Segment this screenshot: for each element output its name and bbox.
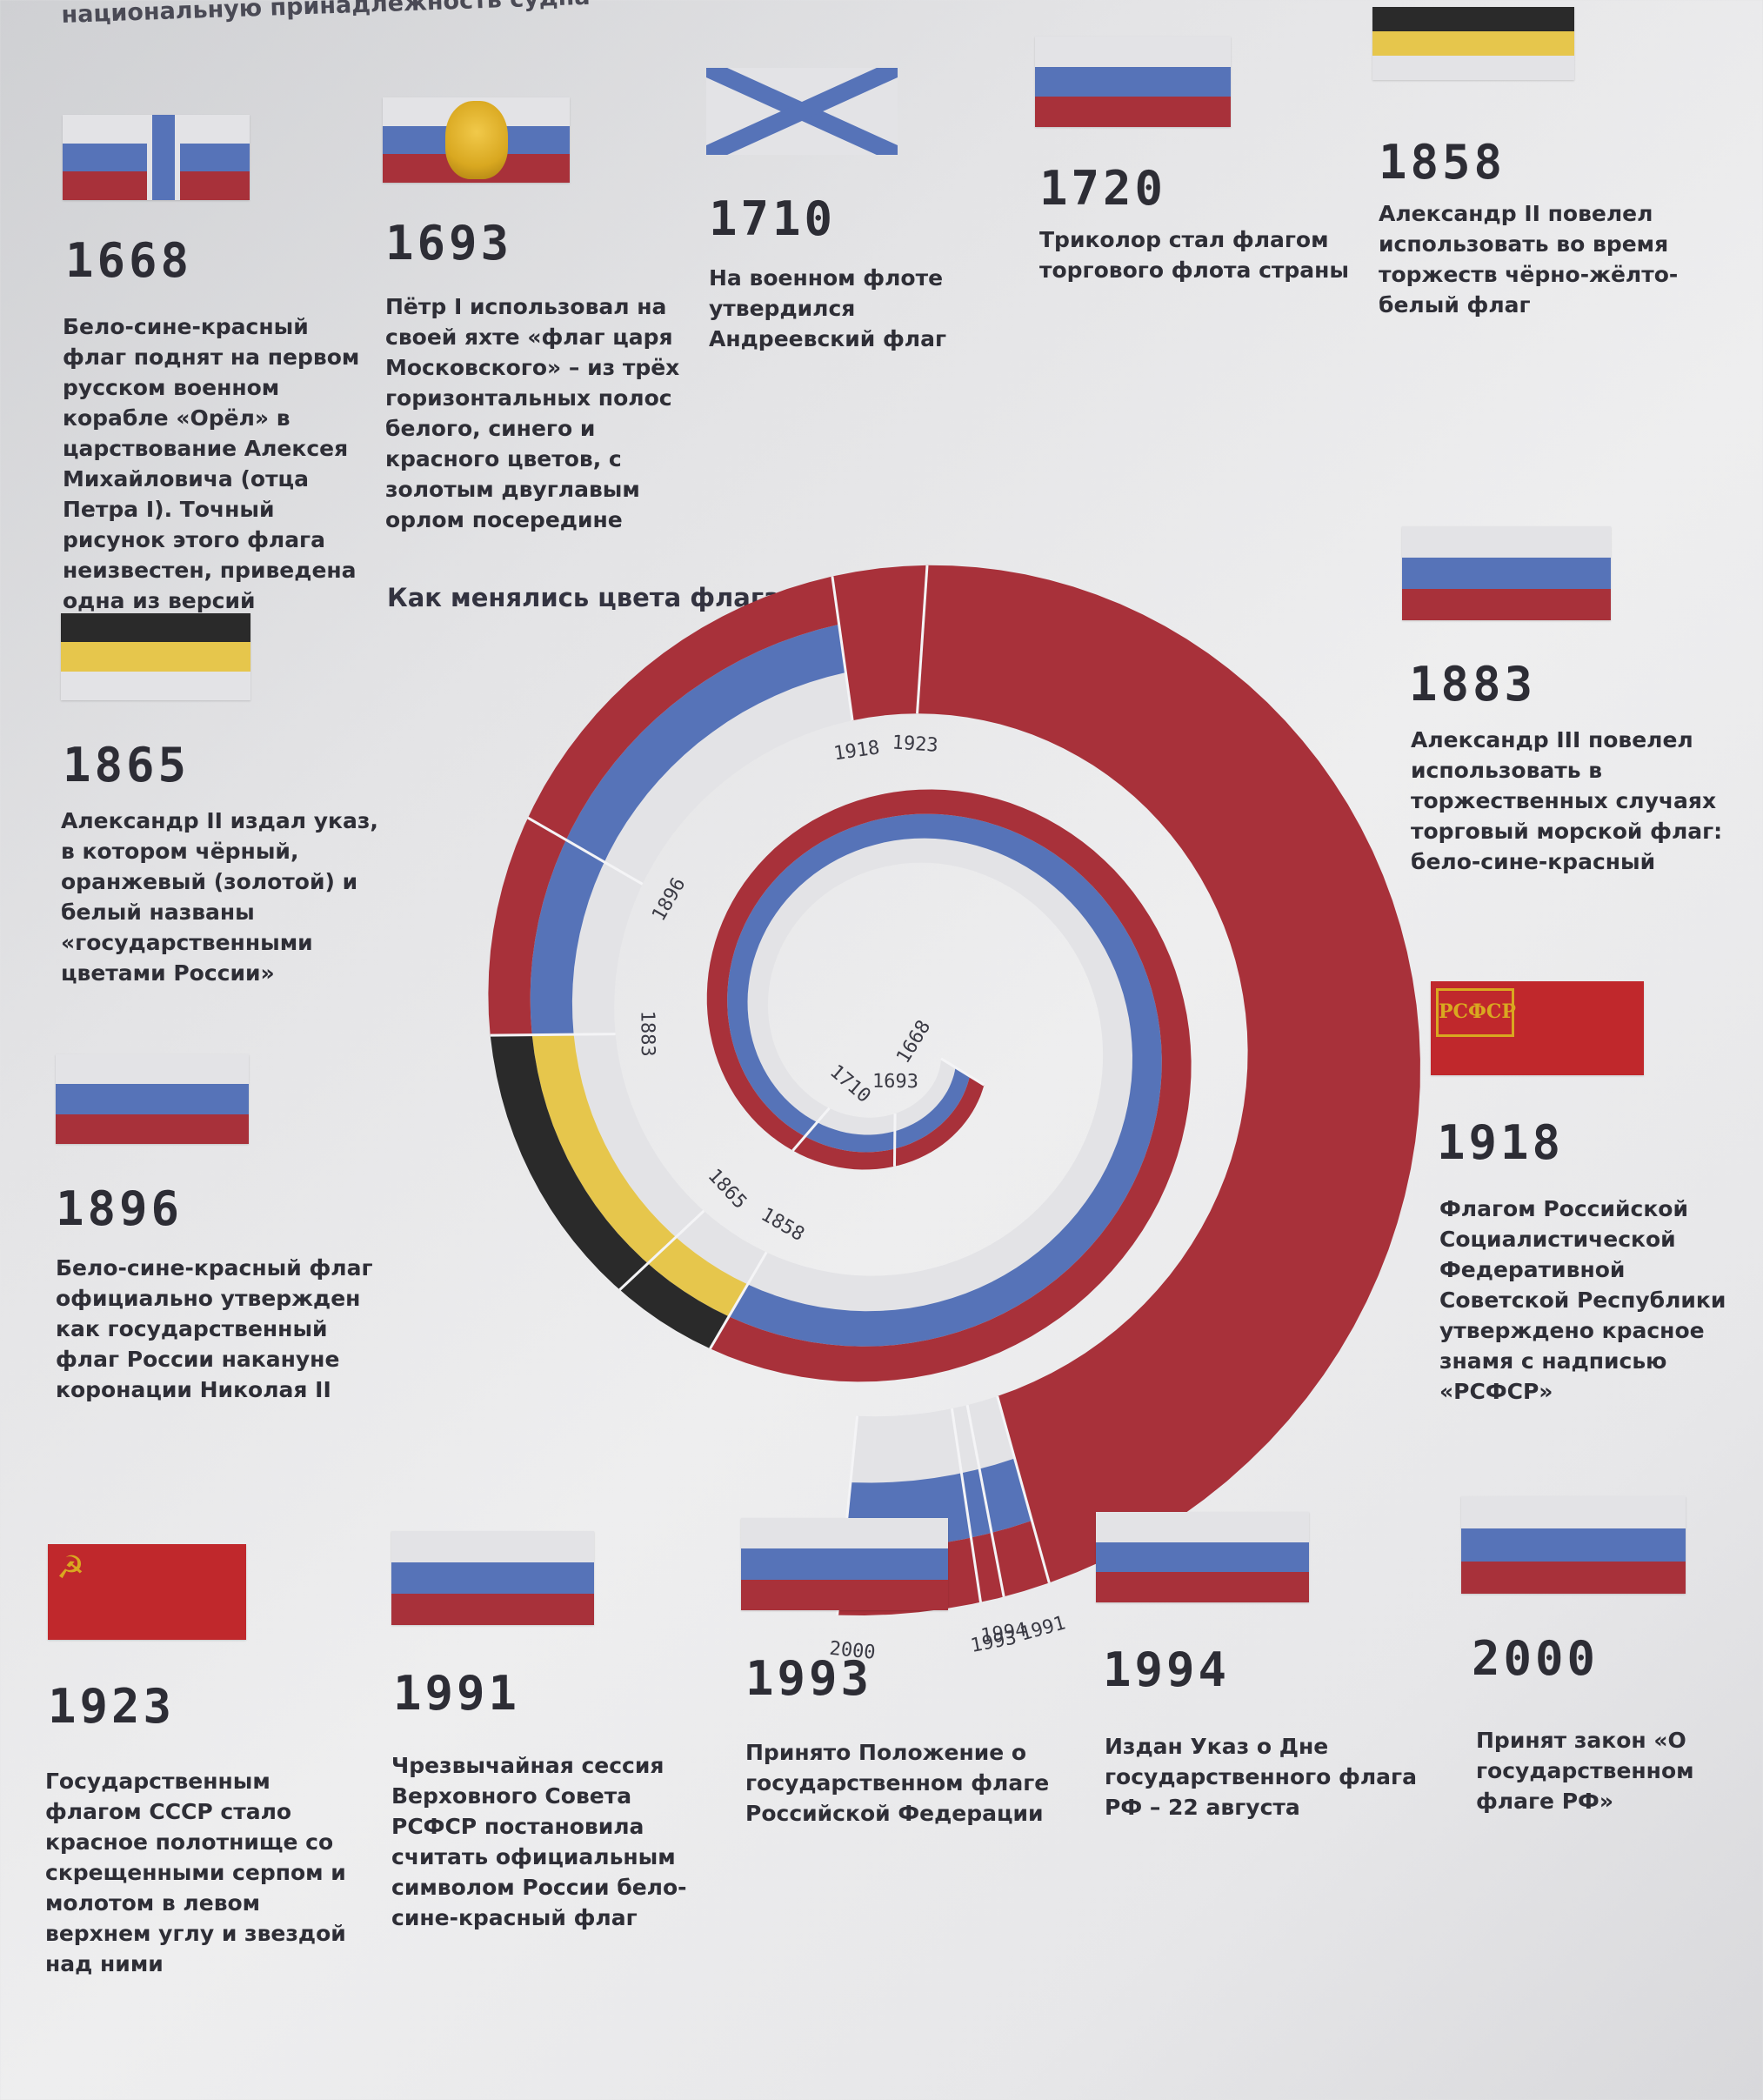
spiral-tick-label-1865: 1865 (704, 1165, 751, 1214)
entry-description: Пётр I использовал на своей яхте «флаг ц… (385, 294, 680, 532)
spiral-tick-label-1923: 1923 (892, 732, 939, 756)
spiral-band-1668-white (747, 838, 1132, 1312)
spiral-band-1883-red (488, 576, 839, 1036)
entry-description: Александр II повелел использовать во вре… (1379, 201, 1679, 318)
entry-description: Принят закон «О государственном флаге РФ… (1476, 1728, 1694, 1814)
flag-1668 (63, 115, 250, 200)
spiral-band-1858-black (490, 1034, 729, 1349)
spiral-tick-label-1710: 1710 (825, 1060, 874, 1107)
spiral-tick-label-2000: 2000 (828, 1638, 876, 1664)
entry-year: 1994 (1103, 1642, 1231, 1697)
spiral-band-1883-white (571, 672, 853, 1035)
spiral-band-1858-yellow (531, 1034, 748, 1317)
spiral-tick-1993 (965, 1404, 1005, 1597)
hammer-sickle-icon: ☭ (57, 1550, 85, 1586)
entry-description: Триколор стал флагом торгового флота стр… (1039, 227, 1350, 283)
entry-description: Бело-сине-красный флаг поднят на первом … (63, 314, 360, 613)
spiral-band-1883-blue (530, 624, 846, 1035)
spiral-tick-1858 (709, 1251, 768, 1350)
entry-description: Чрезвычайная сессия Верховного Совета РС… (391, 1753, 687, 1930)
entry-description: Принято Положение о государственном флаг… (745, 1740, 1050, 1826)
flag-1993 (741, 1518, 948, 1610)
entry-year: 1720 (1039, 161, 1167, 216)
entry-description: Александр II издал указ, в котором чёрны… (61, 808, 378, 986)
spiral-tick-label-1668: 1668 (892, 1017, 935, 1067)
spiral-band-1918-red (831, 565, 1420, 1583)
flag-1994 (1096, 1512, 1309, 1602)
double-headed-eagle-icon (444, 101, 508, 179)
spiral-tick-1923 (916, 565, 929, 714)
flag-1923: ☭ (48, 1544, 246, 1640)
entry-description: Флагом Российской Социалистической Федер… (1439, 1196, 1726, 1404)
spiral-tick-label-1918: 1918 (832, 737, 881, 765)
entry-year: 1710 (709, 191, 837, 246)
entry-year: 1896 (56, 1181, 184, 1236)
spiral-tick-1668 (940, 1057, 985, 1087)
entry-description: Государственным флагом СССР стало красно… (45, 1769, 346, 1976)
entry-year: 1668 (65, 233, 193, 288)
flag-2000 (1461, 1496, 1686, 1594)
spiral-tick-1865 (618, 1209, 705, 1291)
spiral-tick-label-1883: 1883 (636, 1011, 658, 1057)
flag-1720 (1035, 37, 1231, 127)
spiral-tick-1994 (950, 1408, 982, 1603)
flag-1883 (1402, 526, 1611, 620)
entry-description: Издан Указ о Дне государственного флага … (1105, 1734, 1417, 1820)
entry-year: 1693 (385, 216, 513, 271)
spiral-tick-label-1858: 1858 (757, 1204, 807, 1246)
entry-description: На военном флоте утвердился Андреевский … (709, 265, 947, 351)
spiral-band-1991-white (850, 1396, 1015, 1483)
spiral-tick-label-1993: 1993 (969, 1628, 1018, 1657)
spiral-tick-1896 (527, 816, 644, 886)
entry-year: 1883 (1409, 657, 1537, 712)
entry-year: 1991 (393, 1666, 521, 1721)
spiral-band-1858-white (573, 1033, 767, 1285)
flag-1693 (383, 97, 570, 183)
flag-1865 (61, 613, 250, 700)
flag-1710 (706, 68, 898, 155)
entry-year: 1918 (1437, 1115, 1565, 1170)
entry-year: 1865 (63, 738, 190, 793)
entry-description: Бело-сине-красный флаг официально утверж… (56, 1255, 373, 1402)
chart-title: Как менялись цвета флага (387, 583, 781, 612)
entry-year: 1993 (745, 1651, 873, 1706)
flag-1896 (56, 1054, 249, 1144)
entry-description: Александр III повелел использовать в тор… (1411, 727, 1723, 874)
flag-1991 (391, 1531, 594, 1625)
flag-1918: РСФСР (1431, 981, 1644, 1075)
cross-vertical (146, 115, 180, 200)
spiral-tick-1693 (892, 1114, 897, 1167)
spiral-tick-label-1896: 1896 (648, 874, 690, 925)
spiral-tick-label-1693: 1693 (872, 1071, 918, 1093)
st-andrew-cross-icon (706, 68, 898, 155)
spiral-tick-1918 (831, 576, 854, 721)
rsfsr-monogram: РСФСР (1436, 988, 1516, 1037)
entry-year: 1923 (48, 1679, 176, 1734)
spiral-tick-1991 (996, 1395, 1051, 1583)
spiral-tick-1710 (791, 1107, 831, 1152)
entry-year: 2000 (1472, 1631, 1599, 1686)
entry-year: 1858 (1379, 135, 1506, 190)
spiral-tick-1883 (490, 1033, 616, 1037)
flag-1858 (1372, 7, 1574, 80)
